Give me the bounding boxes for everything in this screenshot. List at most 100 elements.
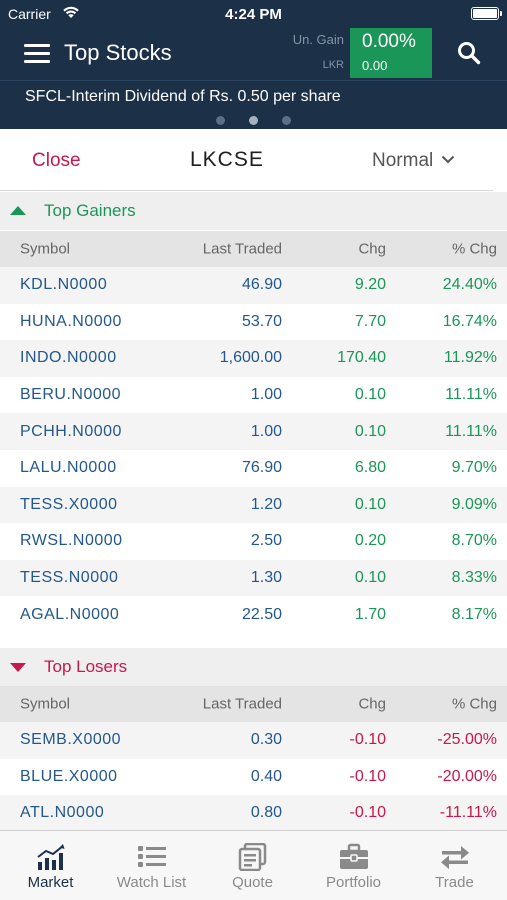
table-row[interactable]: LALU.N0000 76.90 6.80 9.70%: [0, 450, 507, 487]
tab-trade[interactable]: Trade: [404, 831, 505, 900]
table-row[interactable]: HUNA.N0000 53.70 7.70 16.74%: [0, 304, 507, 341]
row-symbol: HUNA.N0000: [20, 312, 122, 330]
row-symbol: PCHH.N0000: [20, 422, 122, 440]
page-title: Top Stocks: [64, 40, 172, 65]
pct-chg-column-header: % Chg: [451, 695, 497, 713]
top-gainers-header[interactable]: Top Gainers: [0, 192, 507, 230]
row-symbol: INDO.N0000: [20, 349, 117, 367]
row-change: 0.10: [354, 386, 386, 404]
trade-arrows-icon: [440, 846, 469, 869]
mode-dropdown[interactable]: Normal: [372, 150, 455, 172]
divider: [0, 190, 493, 191]
triangle-up-icon: [10, 206, 26, 215]
table-row[interactable]: AGAL.N0000 22.50 1.70 8.17%: [0, 596, 507, 633]
row-percent-change: -25.00%: [437, 731, 497, 749]
market-controls: Close LKCSE Normal: [0, 129, 507, 191]
top-losers-header[interactable]: Top Losers: [0, 648, 507, 686]
symbol-column-header: Symbol: [20, 240, 71, 258]
row-symbol: LALU.N0000: [20, 459, 117, 477]
row-change: 0.10: [354, 422, 386, 440]
tab-label: Quote: [232, 874, 273, 891]
page-dot[interactable]: [216, 116, 225, 125]
tab-quote[interactable]: Quote: [202, 831, 303, 900]
row-percent-change: 8.17%: [451, 605, 497, 623]
unrealized-gain-badge[interactable]: 0.00% 0.00: [350, 28, 432, 78]
row-last-traded: 0.30: [250, 731, 282, 749]
row-percent-change: 9.70%: [451, 459, 497, 477]
row-last-traded: 1,600.00: [219, 349, 282, 367]
row-percent-change: 8.33%: [451, 569, 497, 587]
status-time: 4:24 PM: [225, 6, 282, 23]
row-symbol: TESS.X0000: [20, 495, 118, 513]
row-change: 9.20: [354, 276, 386, 294]
table-row[interactable]: TESS.X0000 1.20 0.10 9.09%: [0, 486, 507, 524]
status-bar: Carrier 4:24 PM: [0, 0, 507, 28]
row-change: 0.20: [354, 532, 386, 550]
row-change: 1.70: [354, 605, 386, 623]
last-traded-column-header: Last Traded: [202, 695, 282, 713]
close-button[interactable]: Close: [32, 150, 81, 171]
briefcase-icon: [339, 843, 368, 869]
section-title: Top Gainers: [44, 201, 136, 220]
section-title: Top Losers: [44, 657, 128, 676]
row-symbol: AGAL.N0000: [20, 605, 120, 623]
table-row[interactable]: ATL.N0000 0.80 -0.10 -11.11%: [0, 795, 507, 830]
row-percent-change: -11.11%: [439, 803, 497, 821]
row-percent-change: 11.11%: [445, 422, 497, 440]
chevron-down-icon: [442, 155, 455, 164]
tab-market[interactable]: Market: [0, 831, 101, 900]
row-change: 7.70: [354, 312, 386, 330]
row-last-traded: 0.80: [250, 803, 282, 821]
wifi-icon: [63, 6, 79, 18]
currency-label: LKR: [322, 59, 344, 71]
row-last-traded: 1.00: [250, 386, 282, 404]
row-percent-change: 11.92%: [443, 349, 497, 367]
market-chart-icon: [36, 844, 64, 870]
page-dot[interactable]: [282, 116, 291, 125]
row-last-traded: 0.40: [250, 767, 282, 785]
row-change: 170.40: [337, 349, 386, 367]
row-percent-change: 9.09%: [451, 495, 497, 513]
table-row[interactable]: SEMB.X0000 0.30 -0.10 -25.00%: [0, 722, 507, 759]
row-symbol: TESS.N0000: [20, 569, 119, 587]
page-dot-active[interactable]: [249, 116, 258, 125]
gainers-column-header: Symbol Last Traded Chg % Chg: [0, 231, 507, 267]
row-last-traded: 1.30: [250, 569, 282, 587]
table-row[interactable]: TESS.N0000 1.30 0.10 8.33%: [0, 559, 507, 597]
row-last-traded: 2.50: [250, 532, 282, 550]
mode-value: Normal: [372, 150, 434, 171]
tab-watch-list[interactable]: Watch List: [101, 831, 202, 900]
table-row[interactable]: BERU.N0000 1.00 0.10 11.11%: [0, 377, 507, 414]
watchlist-icon: [137, 846, 166, 867]
quote-icon: [238, 843, 266, 871]
table-row[interactable]: BLUE.X0000 0.40 -0.10 -20.00%: [0, 759, 507, 796]
row-symbol: KDL.N0000: [20, 276, 108, 294]
triangle-down-icon: [10, 663, 26, 672]
table-row[interactable]: RWSL.N0000 2.50 0.20 8.70%: [0, 523, 507, 560]
row-last-traded: 1.00: [250, 422, 282, 440]
row-change: -0.10: [349, 731, 386, 749]
row-change: 0.10: [354, 569, 386, 587]
row-last-traded: 1.20: [250, 495, 282, 513]
row-percent-change: 24.40%: [442, 276, 497, 294]
row-change: 0.10: [354, 495, 386, 513]
tab-label: Watch List: [116, 874, 187, 891]
chg-column-header: Chg: [358, 695, 386, 713]
unrealized-gain-label: Un. Gain: [292, 32, 344, 47]
ticker-page-indicator: [0, 116, 507, 125]
bottom-tab-bar: Market Watch List Quote Portfolio: [0, 830, 507, 900]
table-row[interactable]: PCHH.N0000 1.00 0.10 11.11%: [0, 413, 507, 450]
hamburger-menu-icon[interactable]: [24, 44, 50, 64]
chg-column-header: Chg: [358, 240, 386, 258]
row-last-traded: 76.90: [241, 459, 282, 477]
tab-portfolio[interactable]: Portfolio: [303, 831, 404, 900]
gain-amount: 0.00: [362, 58, 388, 73]
search-icon[interactable]: [456, 40, 482, 66]
ticker-message: SFCL-Interim Dividend of Rs. 0.50 per sh…: [25, 88, 341, 105]
row-last-traded: 53.70: [241, 312, 282, 330]
news-ticker[interactable]: SFCL-Interim Dividend of Rs. 0.50 per sh…: [0, 80, 507, 129]
row-change: -0.10: [349, 767, 386, 785]
table-row[interactable]: KDL.N0000 46.90 9.20 24.40%: [0, 267, 507, 304]
table-row[interactable]: INDO.N0000 1,600.00 170.40 11.92%: [0, 340, 507, 377]
gain-percent: 0.00%: [362, 31, 416, 52]
